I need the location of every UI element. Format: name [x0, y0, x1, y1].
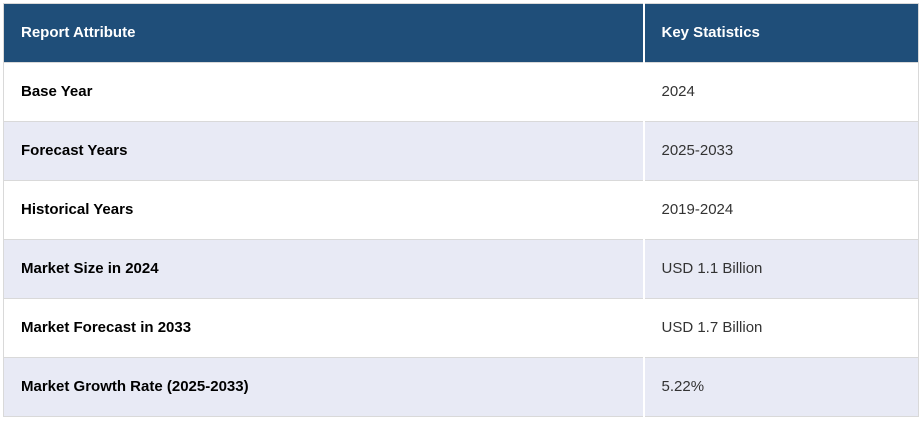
attribute-cell: Market Growth Rate (2025-2033)	[3, 357, 645, 417]
table-row: Base Year 2024	[3, 62, 919, 122]
table-row: Market Growth Rate (2025-2033) 5.22%	[3, 357, 919, 417]
value-cell: USD 1.1 Billion	[643, 239, 919, 299]
value-cell: USD 1.7 Billion	[643, 298, 919, 358]
value-cell: 2019-2024	[643, 180, 919, 240]
column-header-report-attribute: Report Attribute	[3, 3, 645, 63]
column-header-key-statistics: Key Statistics	[643, 3, 919, 63]
table-body: Base Year 2024 Forecast Years 2025-2033 …	[3, 62, 919, 417]
table-row: Historical Years 2019-2024	[3, 180, 919, 240]
attribute-cell: Forecast Years	[3, 121, 645, 181]
attribute-cell: Market Size in 2024	[3, 239, 645, 299]
value-cell: 2025-2033	[643, 121, 919, 181]
attribute-cell: Historical Years	[3, 180, 645, 240]
value-cell: 2024	[643, 62, 919, 122]
header-row: Report Attribute Key Statistics	[3, 3, 919, 63]
value-cell: 5.22%	[643, 357, 919, 417]
attribute-cell: Market Forecast in 2033	[3, 298, 645, 358]
table-row: Market Forecast in 2033 USD 1.7 Billion	[3, 298, 919, 358]
table-row: Market Size in 2024 USD 1.1 Billion	[3, 239, 919, 299]
table-row: Forecast Years 2025-2033	[3, 121, 919, 181]
table-header: Report Attribute Key Statistics	[3, 3, 919, 63]
report-statistics-table: Report Attribute Key Statistics Base Yea…	[3, 3, 919, 417]
attribute-cell: Base Year	[3, 62, 645, 122]
